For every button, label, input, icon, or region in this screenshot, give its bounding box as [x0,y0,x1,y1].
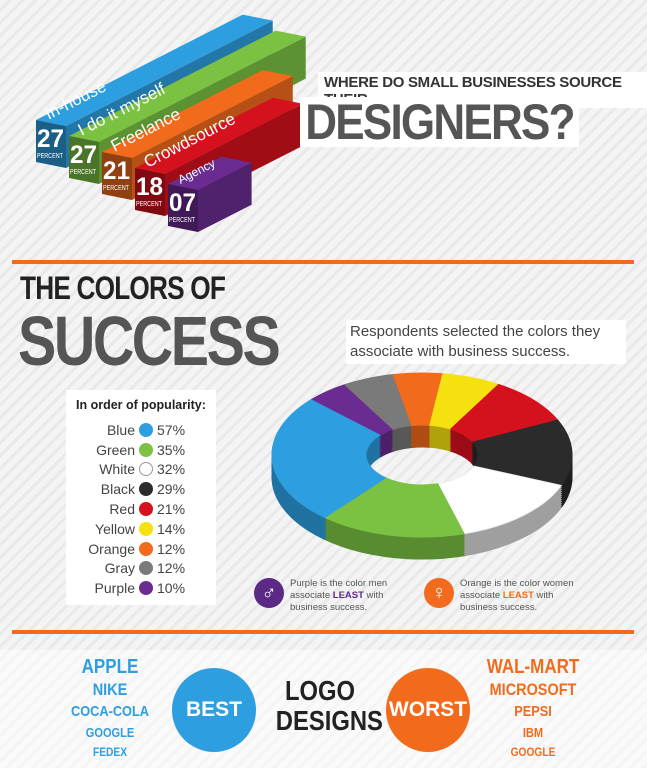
bar-value: 07 [169,189,196,217]
colors-title: SUCCESS [18,302,281,380]
legend-value: 35% [157,441,186,458]
colors-donut-chart [271,372,573,560]
bar-value: 27 [37,125,64,153]
legend-swatch [139,482,153,497]
bar-front [168,184,198,232]
legend-value: 12% [157,560,186,577]
legend-label: Gray [104,560,135,577]
logo-list-item: GOOGLE [510,745,556,759]
legend-swatch [139,561,153,576]
legend-item-orange: Orange 12% [76,539,206,559]
bar-value: 21 [103,157,130,185]
legend-label: White [99,461,135,478]
legend-value: 12% [157,540,186,557]
bar-unit: PERCENT [103,185,130,192]
worst-badge: WORST [386,668,470,752]
logo-list-item: WAL-MART [486,656,580,678]
bar-unit: PERCENT [37,153,64,160]
bar-value: 18 [136,173,163,201]
legend-item-purple: Purple 10% [76,578,206,598]
colors-title-line1: THE COLORS OF [20,270,226,306]
legend-label: Black [100,481,135,498]
color-legend: In order of popularity: Blue 57% Green 35% W… [66,390,216,605]
worst-logos-list: WAL-MART MICROSOFT PEPSI IBM GOOGLE [478,655,588,761]
legend-value: 57% [157,421,186,438]
male-symbol-icon: ♂ [254,578,284,608]
legend-value: 21% [157,501,186,518]
bar-front [36,120,66,168]
bar-top [135,97,303,174]
legend-swatch [139,502,153,517]
logo-designs-title-line2: DESIGNS [275,705,383,736]
legend-item-white: White 32% [76,460,206,480]
legend-swatch [139,462,153,477]
logo-designs-title-line1: LOGO [284,675,356,706]
donut-slice-gray [343,374,412,430]
bar-value: 27 [70,141,97,169]
legend-swatch [139,521,153,536]
bar-front [135,168,165,216]
bar-front [102,152,132,200]
logo-list-item: IBM [522,725,544,740]
legend-item-black: Black 29% [76,479,206,499]
note-text: Orange is the color women associate [460,578,574,601]
donut-slice-blue [271,398,387,518]
legend-swatch [139,422,153,437]
bar-side [198,162,252,232]
legend-item-red: Red 21% [76,499,206,519]
note-emphasis: LEAST [332,590,364,601]
logo-list-item: NIKE [92,680,128,699]
legend-label: Orange [88,540,135,557]
bar-top [168,156,252,190]
legend-value: 14% [157,520,186,537]
divider [12,260,634,264]
legend-label: Red [109,501,135,518]
divider [12,630,634,634]
legend-item-green: Green 35% [76,440,206,460]
logo-list-item: GOOGLE [85,725,135,740]
logo-list-item: PEPSI [514,703,552,720]
legend-label: Yellow [95,520,135,537]
men-note: ♂ Purple is the color men associate LEAS… [254,578,415,614]
logo-list-item: APPLE [81,656,139,678]
best-badge: BEST [172,668,256,752]
best-logos-list: APPLE NIKE COCA-COLA GOOGLE FEDEX [60,655,160,761]
legend-label: Green [96,441,135,458]
female-symbol-icon: ♀ [424,578,454,608]
legend-label: Blue [106,421,135,438]
bar-unit: PERCENT [70,169,97,176]
legend-swatch [139,442,153,457]
bar-unit: PERCENT [169,217,196,224]
bar-top [69,30,306,143]
colors-subtitle: Respondents selected the colors they ass… [346,320,626,364]
women-note: ♀ Orange is the color women associate LE… [424,578,585,614]
donut-slice-white [436,465,563,535]
logo-list-item: COCA-COLA [71,703,149,720]
logo-list-item: MICROSOFT [489,680,577,699]
legend-item-blue: Blue 57% [76,420,206,440]
legend-label: Purple [94,580,135,597]
logo-list-item: FEDEX [92,745,127,759]
note-text: Purple is the color men associate [290,578,388,601]
legend-title: In order of popularity: [76,398,206,412]
logo-designs-section [0,650,647,768]
legend-swatch [139,541,153,556]
bar-top [36,14,273,127]
legend-item-gray: Gray 12% [76,559,206,579]
bar-top [102,70,293,158]
donut-slice-green [323,477,465,538]
bar-unit: PERCENT [136,201,163,208]
note-text: with business success. [290,590,384,613]
legend-value: 29% [157,481,186,498]
note-text: with business success. [460,590,554,613]
legend-value: 10% [157,580,186,597]
legend-swatch [139,581,153,596]
bar-front [69,136,99,184]
legend-item-yellow: Yellow 14% [76,519,206,539]
legend-value: 32% [157,461,186,478]
note-emphasis: LEAST [502,590,534,601]
designers-title: DESIGNERS? [300,97,580,147]
donut-slice-black [471,419,573,486]
